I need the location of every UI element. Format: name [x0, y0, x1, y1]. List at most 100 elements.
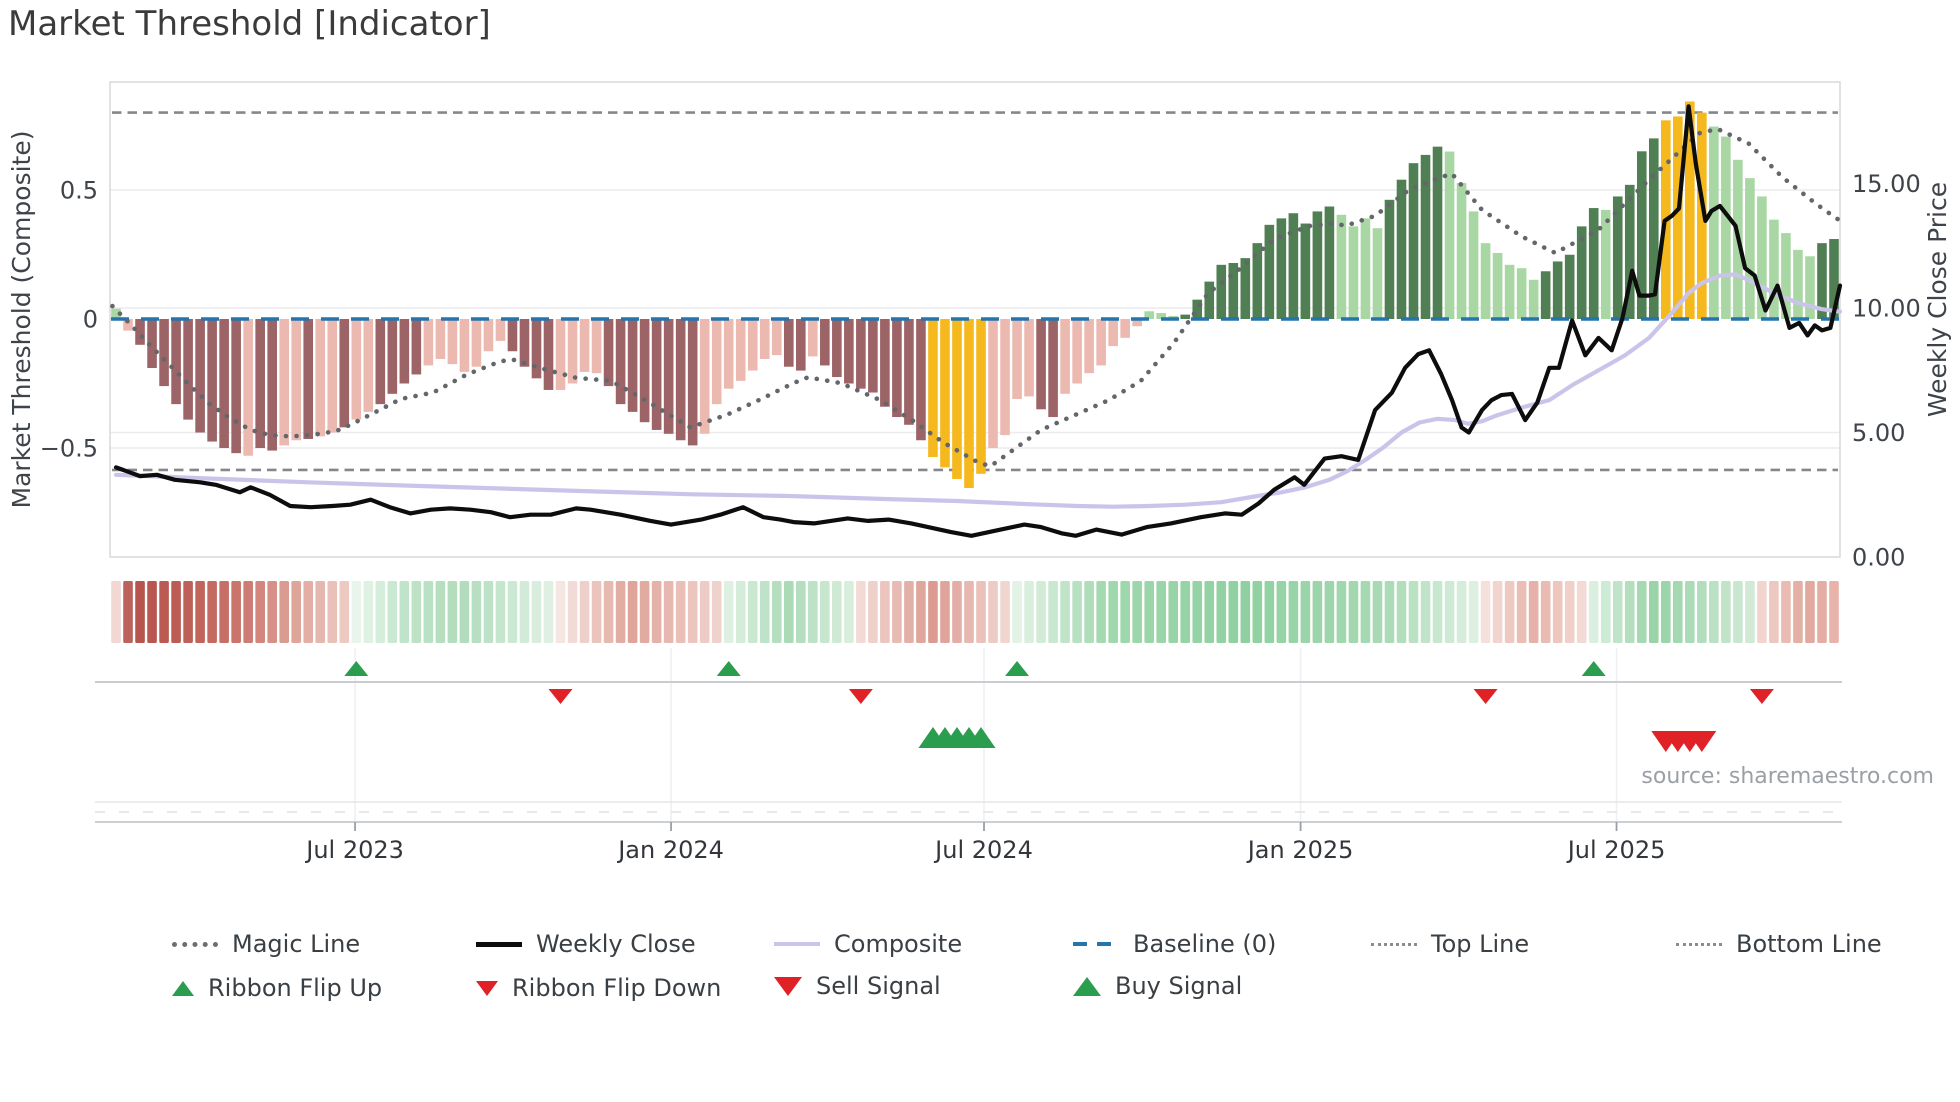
indicator-bar: [1516, 268, 1527, 319]
ribbon-bar: [1697, 581, 1707, 643]
indicator-bar: [1252, 243, 1263, 319]
svg-text:0.5: 0.5: [60, 177, 98, 205]
ribbon-bar: [1480, 581, 1491, 643]
indicator-bar: [1624, 184, 1635, 319]
indicator-bar: [315, 319, 326, 437]
ribbon-bar: [1084, 581, 1094, 643]
ribbon-bar: [1348, 581, 1359, 643]
indicator-bar: [111, 308, 121, 319]
indicator-bar: [663, 319, 674, 434]
indicator-bar: [675, 319, 686, 441]
ribbon-bar: [555, 581, 566, 643]
indicator-bar: [159, 319, 169, 387]
x-tick-label: Jul 2025: [1566, 836, 1666, 864]
indicator-bar: [1721, 136, 1731, 319]
ribbon-bar: [291, 581, 302, 643]
svg-text:10.00: 10.00: [1852, 295, 1921, 323]
indicator-bar: [1420, 154, 1431, 319]
ribbon-bar: [663, 581, 674, 643]
indicator-bar: [1576, 226, 1587, 319]
indicator-bar: [411, 319, 422, 375]
ribbon-bar: [1624, 581, 1635, 643]
indicator-bar: [615, 319, 626, 405]
ribbon-bar: [639, 581, 650, 643]
ribbon-bar: [1096, 581, 1106, 643]
indicator-bar: [1769, 219, 1779, 319]
x-tick-label: Jul 2024: [933, 836, 1033, 864]
ribbon-bar: [1600, 581, 1611, 643]
svg-text:15.00: 15.00: [1852, 170, 1921, 198]
ribbon-bar: [735, 581, 746, 643]
ribbon-bar: [1540, 581, 1551, 643]
weekly-close-line: [113, 104, 1843, 538]
indicator-bar: [447, 319, 458, 365]
ribbon-bar: [1396, 581, 1407, 643]
indicator-bar: [1564, 254, 1575, 319]
ribbon-bar: [483, 581, 494, 643]
ribbon-bar: [1192, 581, 1203, 643]
main-gridlines: [110, 189, 1840, 449]
ribbon-bar: [1528, 581, 1539, 643]
ribbon-bar: [1420, 581, 1431, 643]
ribbon-bar: [723, 581, 734, 643]
indicator-bar: [1636, 151, 1647, 319]
indicator-bar: [1036, 319, 1046, 410]
indicator-bar: [1504, 264, 1515, 319]
ribbon-bar: [1456, 581, 1467, 643]
indicator-bar: [759, 319, 770, 359]
ribbon-bar: [1000, 581, 1010, 643]
indicator-bar: [1240, 258, 1251, 319]
ribbon-bar: [832, 581, 842, 643]
ribbon-bar: [795, 581, 806, 643]
indicator-bar: [183, 319, 193, 420]
ribbon-bar: [1745, 581, 1755, 643]
ribbon-bar: [171, 581, 181, 643]
ribbon-bar: [892, 581, 902, 643]
indicator-bar: [1648, 138, 1659, 319]
main-panel-frame: [109, 81, 1841, 558]
x-tick-label: Jan 2024: [616, 836, 724, 864]
ribbon-bar: [123, 581, 133, 643]
ribbon-bar: [1733, 581, 1743, 643]
magic-line: [110, 126, 1846, 469]
ribbon-bar: [471, 581, 482, 643]
indicator-bar: [303, 319, 314, 439]
indicator-bar: [507, 319, 518, 352]
ribbon-bar: [771, 581, 782, 643]
ribbon-bar: [1036, 581, 1046, 643]
indicator-bar: [1757, 196, 1767, 319]
ribbon-bar: [699, 581, 710, 643]
indicator-bar: [1180, 314, 1191, 319]
ribbon-bar: [567, 581, 578, 643]
ribbon-bar: [1060, 581, 1070, 643]
ribbon-bar: [1204, 581, 1215, 643]
ribbon-bar: [940, 581, 950, 643]
indicator-bar: [1444, 151, 1455, 319]
indicator-bar: [603, 319, 614, 387]
ribbon-bar: [1516, 581, 1527, 643]
indicator-bar: [1600, 209, 1611, 319]
indicator-bar: [1456, 183, 1467, 319]
ribbon-bar: [207, 581, 217, 643]
ribbon-flip-down-markers: [548, 689, 1774, 704]
indicator-bar: [483, 319, 494, 352]
left-axis-title: Market Threshold (Composite): [7, 131, 36, 509]
indicator-bar: [1276, 218, 1287, 319]
ribbon-bar: [1360, 581, 1371, 643]
indicator-bar: [892, 319, 902, 418]
ribbon-bar: [1612, 581, 1623, 643]
ribbon-bar: [159, 581, 169, 643]
indicator-bar: [880, 319, 890, 407]
indicator-bar: [1396, 179, 1407, 319]
ribbon-bar: [315, 581, 326, 643]
indicator-bar: [171, 319, 181, 405]
ribbon-bar: [1324, 581, 1335, 643]
indicator-bar: [219, 319, 229, 448]
sell-signal-cluster: [1651, 731, 1717, 752]
ribbon-bar: [1492, 581, 1503, 643]
ribbon-bar: [543, 581, 554, 643]
indicator-bar: [1312, 211, 1323, 319]
indicator-bar: [471, 319, 482, 367]
indicator-bar: [1120, 319, 1130, 338]
